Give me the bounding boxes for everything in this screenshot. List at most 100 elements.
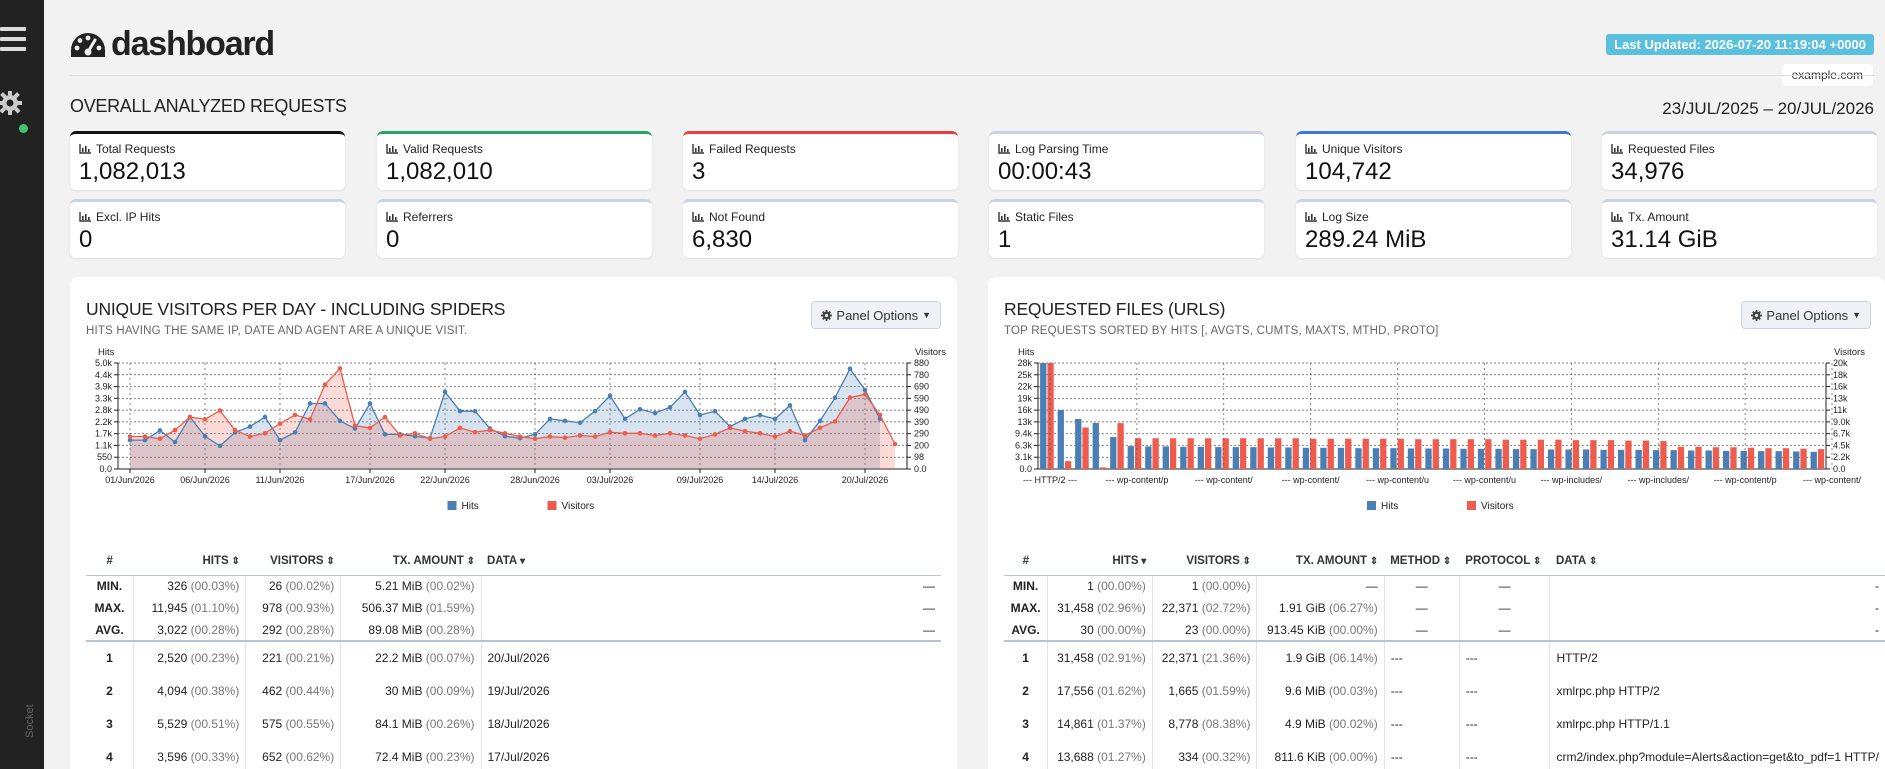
stat-card: Unique Visitors 104,742 bbox=[1296, 131, 1571, 190]
tx-value: 22.2 MiB bbox=[375, 651, 423, 665]
hits-value: 326 bbox=[167, 579, 188, 594]
legend-swatch bbox=[447, 501, 457, 510]
visitors-percent: (00.62%) bbox=[285, 749, 335, 764]
hits-point bbox=[802, 437, 808, 443]
data-cell[interactable]: crm2/index.php?module=Alerts&action=get&… bbox=[1549, 740, 1885, 769]
column-header-label: # bbox=[106, 554, 113, 567]
column-header[interactable]: HITS ▾ bbox=[1047, 547, 1153, 576]
visitors-point bbox=[832, 419, 838, 424]
summary-row: MAX. 11,945 (01.10%) 978 (00.93%) 506.37 Mi… bbox=[86, 597, 941, 619]
tx-value: 811.6 KiB bbox=[1274, 749, 1326, 764]
sort-icon: ▾ bbox=[1138, 555, 1147, 567]
stat-card-value: 104,742 bbox=[1305, 158, 1392, 185]
hits-bar bbox=[1302, 447, 1310, 469]
table-row[interactable]: 1 31,458 (02.91%) 22,371 (21.36%) 1.9 GiB (… bbox=[1004, 641, 1885, 674]
column-header[interactable]: METHOD ⇕ bbox=[1384, 547, 1460, 576]
status-dot bbox=[19, 124, 28, 133]
visitors-bar bbox=[1240, 438, 1247, 469]
y2-tick-label: 290 bbox=[914, 429, 929, 439]
column-header[interactable]: TX. AMOUNT ⇕ bbox=[1256, 547, 1385, 576]
bar-chart-icon bbox=[1305, 212, 1317, 222]
protocol-cell: — bbox=[1458, 597, 1550, 619]
tx-cell: 506.37 MiB (01.59%) bbox=[340, 597, 481, 619]
column-header[interactable]: VISITORS ⇕ bbox=[1152, 547, 1257, 576]
hits-point bbox=[637, 406, 643, 412]
gear-icon[interactable] bbox=[0, 88, 26, 118]
hits-value: 5,529 bbox=[157, 716, 188, 731]
stat-card-label-text: Log Parsing Time bbox=[1015, 142, 1109, 156]
y-tick-label: 3.9k bbox=[95, 382, 113, 392]
gear-icon bbox=[1751, 309, 1763, 321]
y2-tick-label: 200 bbox=[914, 440, 929, 450]
row-rank: 4 bbox=[106, 749, 113, 764]
data-cell[interactable]: 18/Jul/2026 bbox=[480, 707, 941, 740]
panel-options-label: Panel Options bbox=[836, 307, 919, 323]
hits-value: 2,520 bbox=[157, 651, 188, 665]
visitors-point bbox=[397, 433, 403, 438]
protocol-cell: --- bbox=[1458, 707, 1550, 740]
hits-bar bbox=[1390, 448, 1397, 469]
bar-chart-icon bbox=[998, 144, 1010, 154]
protocol-cell: --- bbox=[1458, 641, 1550, 674]
sort-icon: ⇕ bbox=[1586, 555, 1598, 567]
hits-bar bbox=[1320, 447, 1327, 469]
y-tick-label: 550 bbox=[97, 452, 112, 462]
data-cell[interactable]: xmlrpc.php HTTP/1.1 bbox=[1549, 707, 1885, 740]
visitors-bar bbox=[1590, 440, 1597, 469]
y2-tick-label: 690 bbox=[914, 382, 929, 392]
hits-point bbox=[202, 433, 208, 439]
method-cell: --- bbox=[1383, 641, 1460, 674]
hits-value: 13,688 bbox=[1057, 749, 1094, 764]
legend-swatch bbox=[547, 501, 557, 510]
column-header[interactable]: TX. AMOUNT ⇕ bbox=[340, 547, 481, 576]
stat-card-label-text: Static Files bbox=[1015, 210, 1074, 224]
table-row[interactable]: 4 3,596 (00.33%) 652 (00.62%) 72.4 MiB (00.… bbox=[86, 740, 941, 769]
data-cell[interactable]: 20/Jul/2026 bbox=[480, 641, 941, 674]
data-cell[interactable]: HTTP/2 bbox=[1549, 641, 1885, 674]
visitors-value: 978 bbox=[262, 601, 283, 615]
data-cell: — bbox=[480, 597, 941, 619]
hits-value: 31,458 bbox=[1057, 601, 1094, 615]
hits-point bbox=[667, 405, 673, 410]
visitors-cell: 221 (00.21%) bbox=[245, 641, 341, 674]
hits-point bbox=[127, 437, 133, 443]
hits-bar bbox=[1723, 450, 1730, 469]
data-cell[interactable]: xmlrpc.php HTTP/2 bbox=[1549, 674, 1885, 707]
hits-bar bbox=[1775, 451, 1782, 469]
bar-chart-icon bbox=[79, 144, 91, 154]
table-row[interactable]: 2 17,556 (01.62%) 1,665 (01.59%) 9.6 MiB (0… bbox=[1004, 674, 1885, 707]
visitors-bar bbox=[1800, 448, 1807, 469]
panel-options-button[interactable]: Panel Options ▼ bbox=[811, 301, 941, 329]
data-cell[interactable]: 19/Jul/2026 bbox=[480, 674, 941, 707]
summary-label: AVG. bbox=[86, 619, 134, 642]
menu-icon[interactable] bbox=[0, 27, 26, 57]
hits-cell: 31,458 (02.96%) bbox=[1047, 597, 1153, 619]
table-row[interactable]: 3 5,529 (00.51%) 575 (00.55%) 84.1 MiB (00.… bbox=[86, 707, 941, 740]
visitors-value: 652 bbox=[262, 749, 283, 764]
column-header[interactable]: DATA ▾ bbox=[481, 547, 941, 576]
panel-options-button[interactable]: Panel Options ▼ bbox=[1741, 301, 1871, 329]
hits-value: 3,596 bbox=[157, 749, 188, 764]
column-header[interactable]: DATA ⇕ bbox=[1549, 547, 1885, 576]
hits-bar bbox=[1670, 450, 1677, 469]
table-row[interactable]: 4 13,688 (01.27%) 334 (00.32%) 811.6 KiB (0… bbox=[1004, 740, 1885, 769]
column-header[interactable]: PROTOCOL ⇕ bbox=[1459, 547, 1550, 576]
method-cell: --- bbox=[1383, 707, 1460, 740]
column-header[interactable]: VISITORS ⇕ bbox=[245, 547, 341, 576]
hits-point bbox=[622, 416, 628, 422]
legend-label: Visitors bbox=[1481, 501, 1514, 512]
y2-tick-label: 0.0 bbox=[914, 464, 927, 474]
table-row[interactable]: 1 2,520 (00.23%) 221 (00.21%) 22.2 MiB (00.… bbox=[86, 641, 941, 674]
hits-point bbox=[172, 439, 178, 445]
y-tick-label: 0.0 bbox=[1019, 464, 1032, 474]
hits-point bbox=[367, 401, 373, 406]
hits-percent: (00.00%) bbox=[1097, 622, 1146, 637]
x-tick-label: --- wp-includes/ bbox=[1627, 475, 1689, 485]
visitors-bar bbox=[1695, 446, 1702, 469]
visitors-point bbox=[187, 414, 193, 420]
sort-icon: ▾ bbox=[517, 555, 526, 567]
table-row[interactable]: 3 14,861 (01.37%) 8,778 (08.38%) 4.9 MiB (0… bbox=[1004, 707, 1885, 740]
data-cell[interactable]: 17/Jul/2026 bbox=[480, 740, 941, 769]
column-header[interactable]: HITS ⇕ bbox=[133, 547, 246, 576]
table-row[interactable]: 2 4,094 (00.38%) 462 (00.44%) 30 MiB (00.09… bbox=[86, 674, 941, 707]
